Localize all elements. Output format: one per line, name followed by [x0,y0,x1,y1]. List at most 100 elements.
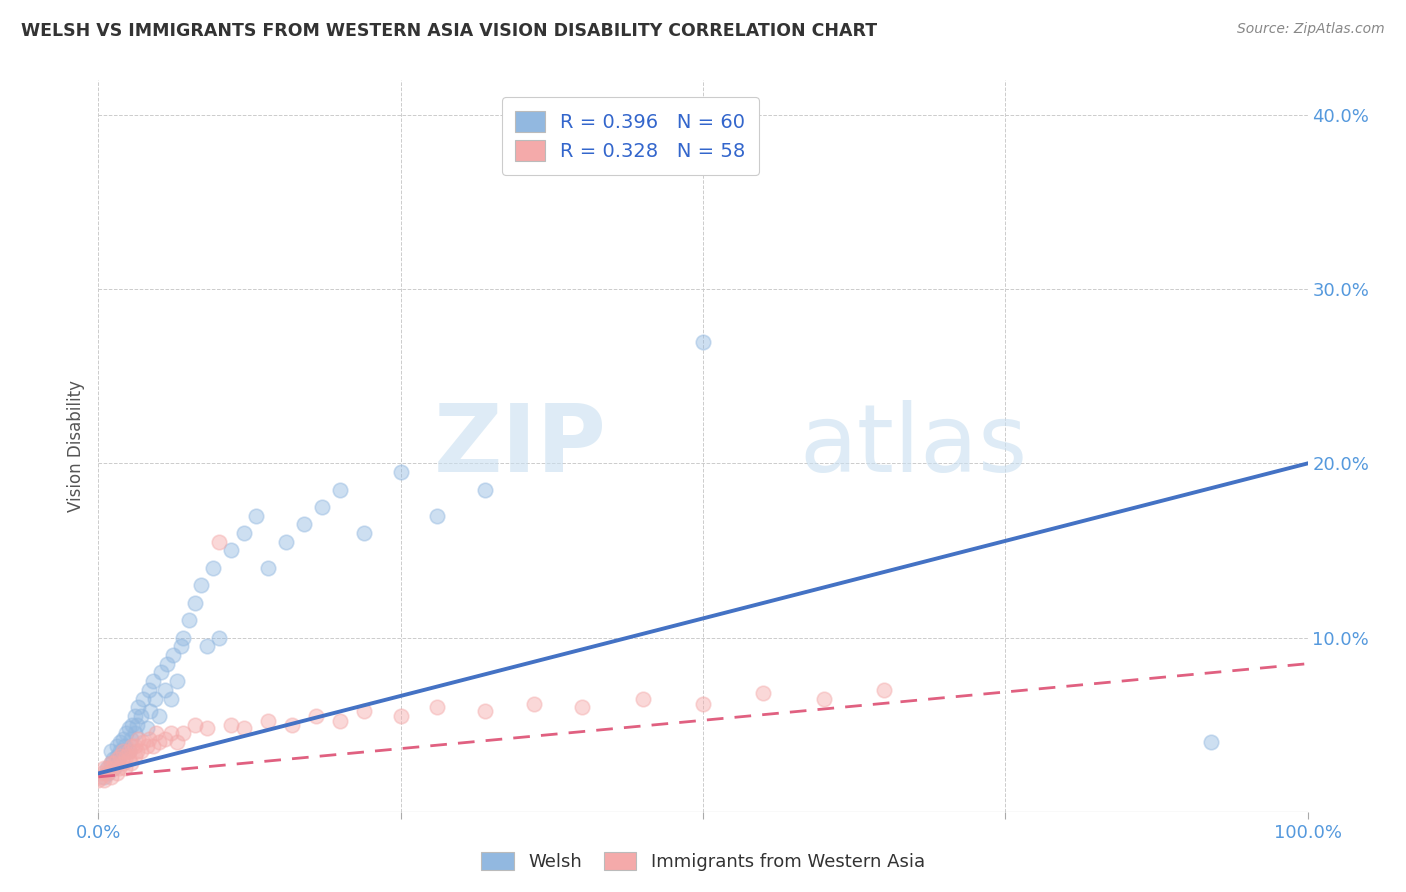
Point [139,704,162,718]
Point [169,640,191,654]
Point [156,657,179,671]
Point [93,773,115,788]
Point [111,731,134,746]
Point [873,682,896,697]
Point [96,761,118,775]
Point [121,739,143,753]
Point [101,761,124,775]
Point [124,726,146,740]
Point [232,721,254,735]
Point [692,334,714,349]
Point [96,766,118,780]
Point [132,691,155,706]
Point [105,752,128,766]
Text: atlas: atlas [800,400,1028,492]
Point [311,500,333,514]
Point [118,752,141,766]
Point [93,761,115,775]
Point [138,731,160,746]
Point [115,749,138,764]
Legend: Welsh, Immigrants from Western Asia: Welsh, Immigrants from Western Asia [474,845,932,879]
Point [93,770,115,784]
Point [129,709,152,723]
Point [145,726,167,740]
Point [105,766,128,780]
Point [166,735,188,749]
Point [1199,735,1222,749]
Point [108,761,131,775]
Point [232,526,254,541]
Point [172,726,194,740]
Point [179,613,201,627]
Point [111,744,134,758]
Point [153,731,176,746]
Point [107,752,129,766]
Point [142,739,165,753]
Point [127,744,149,758]
Point [135,721,157,735]
Point [135,739,157,753]
Point [148,735,170,749]
Point [103,756,125,770]
Point [221,543,243,558]
Point [138,682,160,697]
Point [190,578,212,592]
Point [103,761,125,775]
Point [108,744,131,758]
Point [329,483,352,497]
Point [118,744,141,758]
Point [813,691,835,706]
Point [100,756,122,770]
Point [153,682,176,697]
Point [120,756,142,770]
Point [474,704,496,718]
Point [631,691,654,706]
Point [281,717,304,731]
Point [184,596,207,610]
Point [121,717,143,731]
Point [142,674,165,689]
Point [172,631,194,645]
Point [118,744,141,758]
Point [256,561,278,575]
Point [97,761,120,775]
Point [571,700,593,714]
Point [166,674,188,689]
Text: WELSH VS IMMIGRANTS FROM WESTERN ASIA VISION DISABILITY CORRELATION CHART: WELSH VS IMMIGRANTS FROM WESTERN ASIA VI… [21,22,877,40]
Point [195,721,218,735]
Point [129,744,152,758]
Point [148,709,170,723]
Point [105,749,128,764]
Point [108,735,131,749]
Point [143,691,166,706]
Point [474,483,496,497]
Point [752,686,775,700]
Point [195,640,218,654]
Point [124,709,146,723]
Point [274,534,297,549]
Point [202,561,225,575]
Text: Source: ZipAtlas.com: Source: ZipAtlas.com [1237,22,1385,37]
Point [124,739,146,753]
Point [221,717,243,731]
Point [101,752,124,766]
Point [245,508,267,523]
Point [184,717,207,731]
Point [100,756,122,770]
Point [127,731,149,746]
Point [111,744,134,758]
Point [150,665,173,680]
Point [97,766,120,780]
Point [108,749,131,764]
Point [160,726,183,740]
Point [426,508,449,523]
Point [120,731,142,746]
Point [292,517,315,532]
Point [100,744,122,758]
Y-axis label: Vision Disability: Vision Disability [66,380,84,512]
Point [208,534,231,549]
Point [426,700,449,714]
Point [353,526,375,541]
Point [127,700,149,714]
Text: ZIP: ZIP [433,400,606,492]
